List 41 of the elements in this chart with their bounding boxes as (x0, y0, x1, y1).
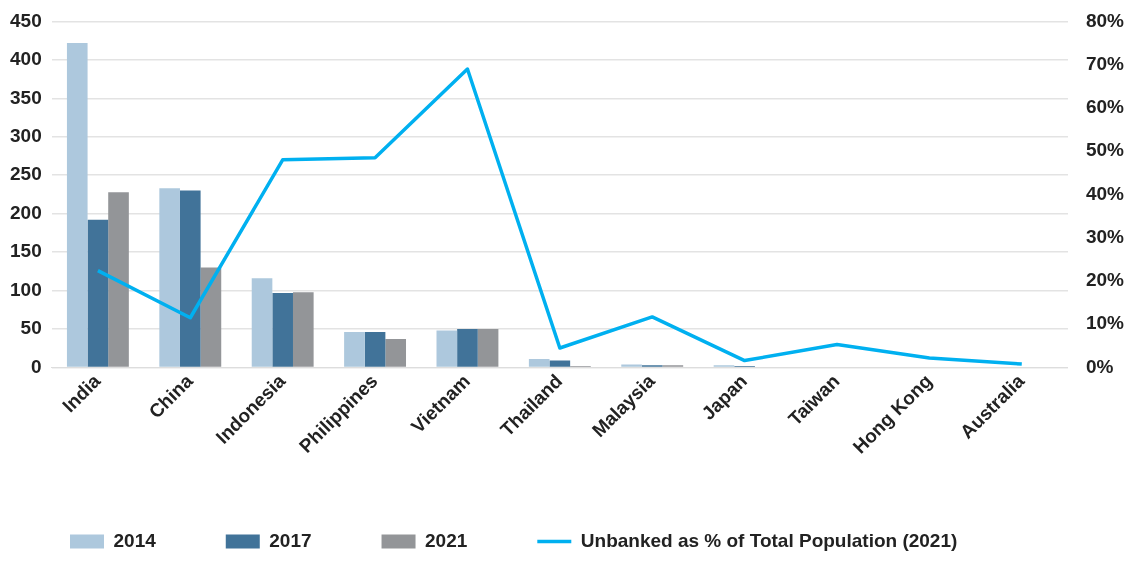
y2-tick-label: 80% (1085, 9, 1125, 31)
bar (200, 267, 222, 367)
bar (87, 219, 109, 367)
bar (385, 339, 407, 367)
y2-tick-label: 70% (1085, 52, 1125, 74)
bar (159, 188, 180, 367)
y-tick-label: 50 (20, 317, 42, 339)
legend-label: 2017 (269, 529, 312, 551)
bar (66, 42, 88, 367)
y2-tick-label: 50% (1085, 139, 1125, 161)
bar (436, 330, 458, 367)
y2-tick-label: 10% (1085, 312, 1125, 334)
bar (549, 360, 571, 367)
legend-label: Unbanked as % of Total Population (2021) (580, 529, 958, 551)
y-tick-label: 100 (10, 278, 42, 300)
y2-tick-label: 30% (1085, 225, 1125, 247)
y-tick-label: 450 (10, 9, 42, 31)
y2-tick-label: 0% (1085, 355, 1114, 377)
bar (621, 364, 642, 367)
bar (272, 292, 293, 367)
bar (364, 332, 386, 367)
bar (179, 190, 201, 367)
bar (457, 329, 478, 367)
y-tick-label: 300 (10, 125, 42, 146)
y-tick-label: 200 (10, 201, 42, 223)
y-tick-label: 150 (10, 240, 42, 262)
bar (292, 292, 314, 367)
y2-tick-label: 40% (1085, 182, 1125, 204)
y-tick-label: 350 (10, 86, 42, 108)
legend-label: 2021 (425, 529, 468, 551)
y-tick-label: 250 (10, 163, 42, 185)
legend-label: 2014 (113, 529, 157, 551)
bar (108, 192, 129, 367)
y2-tick-label: 60% (1085, 96, 1125, 118)
bar (528, 359, 550, 367)
y-tick-label: 400 (10, 48, 42, 70)
bar (477, 329, 499, 367)
bar (251, 278, 273, 367)
bar (344, 332, 365, 367)
y-tick-label: 0 (31, 355, 42, 377)
y2-tick-label: 20% (1085, 269, 1125, 291)
